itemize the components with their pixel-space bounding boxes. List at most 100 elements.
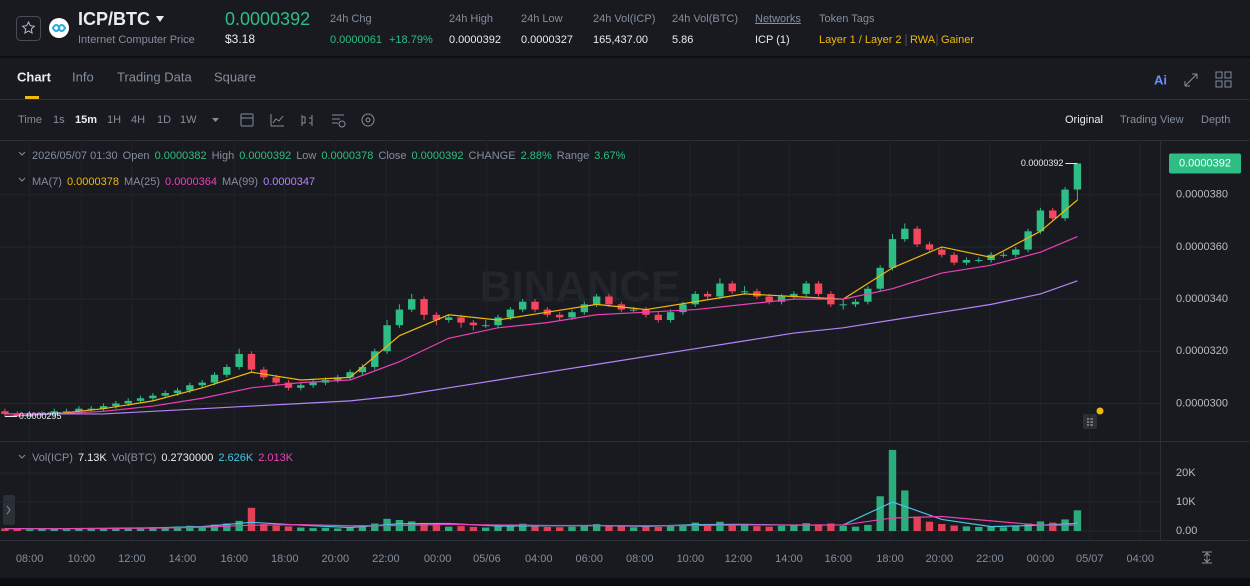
stat-value: 0.0000327 [521,34,573,46]
tab[interactable]: Info [72,69,94,84]
interval: Time [18,114,42,126]
candle-body [260,369,268,378]
volume-bar [728,524,736,531]
layout-icon[interactable] [1215,71,1232,88]
tab-underline [25,96,39,99]
x-tick-label: 16:00 [220,553,248,565]
tool-icons[interactable] [240,113,375,128]
stat-change: +18.79% [389,34,433,46]
volume-bar [420,522,428,531]
x-tick-label: 22:00 [372,553,400,565]
stat-value: ICP (1) [755,34,790,46]
ma-legend-label: MA(7) [32,176,62,188]
volume-bar [408,521,416,531]
candle-body [876,267,884,289]
collapse-icon[interactable] [18,454,26,459]
volume-bar [925,521,934,531]
reset-axis-icon[interactable] [1202,551,1212,564]
candle-body [518,301,527,310]
candle-body [1012,249,1020,255]
candle-body [605,296,613,305]
volume-bar [198,526,206,531]
x-tick-label: 18:00 [876,553,904,565]
volume-bar [987,526,995,531]
candle-body [136,398,145,401]
candle-body [1073,163,1082,190]
candle-body [284,382,293,388]
interval-caret[interactable] [212,118,219,122]
collapse-icon[interactable] [18,151,26,156]
x-tick-label: 16:00 [824,553,852,565]
interval[interactable]: 1W [180,114,197,126]
candle-body [814,283,823,294]
candle-body [272,377,280,383]
candle-body [186,385,194,391]
tab[interactable]: Chart [17,69,52,84]
interval[interactable]: 1s [53,114,65,126]
view-option[interactable]: Depth [1201,114,1230,126]
stat-value: 165,437.00 [593,34,648,46]
readout-label: Range [557,150,589,162]
candle-body [494,317,502,326]
candle-body [432,314,441,320]
header-bar [0,0,1250,56]
symbol-caret[interactable] [156,16,164,22]
candle-body [506,309,515,318]
token-tag[interactable]: Gainer [941,34,974,46]
candle-body [802,283,810,294]
token-tag[interactable]: RWA [910,34,936,46]
price-usd: $3.18 [225,32,255,46]
stat-label[interactable]: Networks [755,13,801,25]
view-option[interactable]: Trading View [1120,114,1184,126]
tab[interactable]: Square [214,69,256,84]
readout-label: Low [296,150,316,162]
candle-body [112,403,120,407]
x-tick-label: 06:00 [575,553,603,565]
volume-bar [481,527,490,531]
volume-legend-label: Vol(ICP) [32,452,73,464]
candle-body [703,293,712,297]
x-tick-label: 10:00 [677,553,705,565]
volume-bar [888,449,897,531]
volume-bar [1036,521,1045,531]
candle-body [728,283,736,292]
symbol[interactable]: ICP/BTC [78,9,150,29]
scroll-handle[interactable] [3,495,15,525]
candle-body [901,228,909,240]
stat-label: 24h Low [521,13,563,25]
token-tag[interactable]: Layer 1 / Layer 2 [819,34,902,46]
volume-bar [703,524,712,531]
collapse-icon[interactable] [18,177,26,182]
candle-body [223,366,231,375]
candle-body [592,296,601,305]
coin-name[interactable]: Internet Computer Price [78,34,195,46]
candle-body [124,400,132,404]
volume-bar [777,525,786,531]
interval[interactable]: 1H [107,114,121,126]
volume-bar [186,525,194,531]
volume-bar [642,526,650,531]
interval[interactable]: 15m [75,114,97,126]
interval[interactable]: 4H [131,114,145,126]
volume-bar [457,526,465,531]
x-tick-label: 12:00 [118,553,146,565]
volume-bar [297,527,305,531]
expand-icon[interactable] [1184,73,1198,87]
ai-icon[interactable]: Ai [1154,72,1167,87]
favorite-button[interactable] [16,16,41,41]
volume-bar [765,526,773,531]
readout-label: CHANGE [469,150,516,162]
volume-bar [1012,526,1020,531]
x-tick-label: 00:00 [1027,553,1055,565]
view-option[interactable]: Original [1065,114,1103,126]
volume-legend-value: 0.2730000 [161,452,213,464]
candle-body [346,372,354,378]
volume-bar [790,525,798,531]
volume-bar [272,525,280,531]
candle-body [408,299,416,310]
tab[interactable]: Trading Data [117,69,192,84]
candle-body [1061,189,1069,219]
interval[interactable]: 1D [157,114,171,126]
readout-value: 0.0000392 [239,150,291,162]
x-tick-label: 10:00 [68,553,96,565]
